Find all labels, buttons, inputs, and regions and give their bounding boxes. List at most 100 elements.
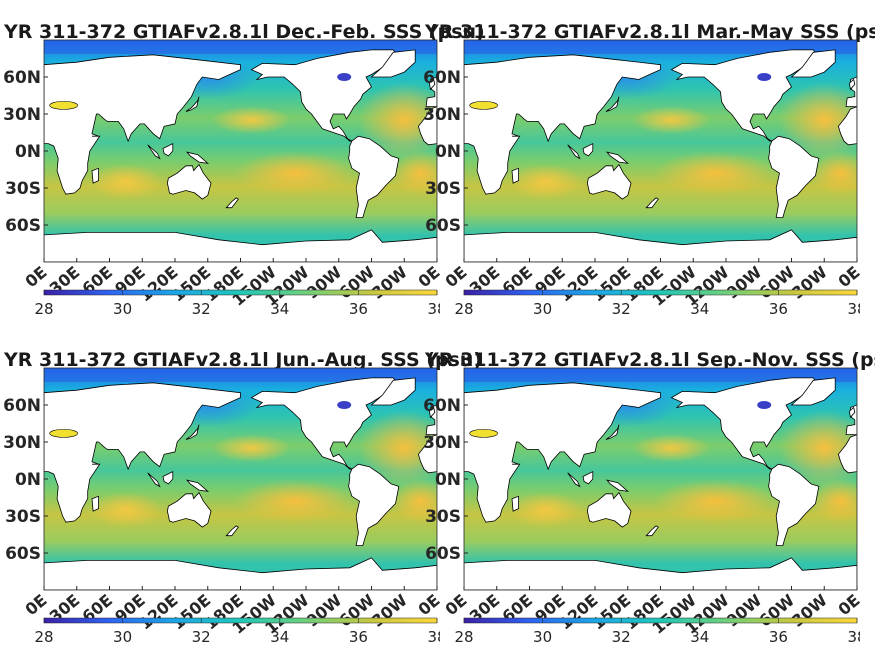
lat-tick-label: 30N [423, 105, 461, 125]
lat-tick-label: 60S [5, 544, 41, 564]
land-mass [768, 135, 820, 219]
land-mass [582, 470, 594, 485]
colorbar-tick-label: 34 [690, 300, 709, 318]
panel-title-mam: YR 311-372 GTIAFv2.8.1l Mar.-May SSS (ps… [425, 21, 875, 43]
map-panel-mam: 60N30N0N30S60S0E30E60E90E120E150E180E150… [423, 39, 860, 318]
land-mass [44, 229, 437, 262]
colorbar-tick-label: 36 [349, 628, 368, 646]
land-mass [225, 197, 239, 209]
panel-title-son: YR 311-372 GTIAFv2.8.1l Sep.-Nov. SSS (p… [425, 349, 875, 371]
land-mass [511, 167, 519, 184]
land-mass [162, 470, 174, 485]
land-mass [44, 382, 241, 523]
lat-tick-label: 0N [435, 142, 461, 162]
lat-tick-label: 0N [15, 142, 41, 162]
lon-tick-label: 90W [303, 262, 346, 302]
land-mass [645, 525, 659, 537]
land-mass [848, 406, 856, 419]
lon-tick-label: 30W [788, 262, 831, 302]
lon-tick-label: 60W [755, 262, 798, 302]
lon-tick-label: 60W [755, 590, 798, 630]
land-mass [605, 151, 630, 164]
land-mass [91, 167, 99, 184]
colorbar-tick-label: 36 [769, 628, 788, 646]
lon-tick-label: 0E [834, 263, 860, 292]
lat-tick-label: 30S [425, 179, 461, 199]
colorbar-tick-label: 34 [690, 628, 709, 646]
land-mass [166, 163, 212, 200]
lon-tick-label: 0E [441, 591, 470, 620]
colorbar-tick-label: 28 [454, 300, 473, 318]
colorbar [43, 289, 438, 296]
land-mass [348, 135, 400, 219]
land-mass [790, 377, 836, 406]
colorbar-tick-label: 28 [34, 300, 53, 318]
colorbar-tick-label: 34 [270, 300, 289, 318]
lat-tick-label: 30N [423, 433, 461, 453]
lat-tick-label: 60S [425, 544, 461, 564]
colorbar-tick-label: 30 [533, 628, 552, 646]
colorbar-tick-label: 32 [192, 628, 211, 646]
lat-tick-label: 30S [425, 507, 461, 527]
lon-tick-label: 90W [723, 262, 766, 302]
colorbar [43, 617, 438, 624]
land-mass [225, 525, 239, 537]
colorbar-tick-label: 36 [769, 300, 788, 318]
map-panel-son: 60N30N0N30S60S0E30E60E90E120E150E180E150… [423, 367, 860, 646]
lat-tick-label: 60N [423, 396, 461, 416]
lon-tick-label: 0E [21, 591, 50, 620]
land-mass [44, 557, 437, 590]
lon-tick-label: 30W [788, 590, 831, 630]
lon-tick-label: 0E [834, 591, 860, 620]
colorbar-tick-label: 28 [454, 628, 473, 646]
land-mass [370, 377, 416, 406]
land-mass [464, 54, 661, 195]
colorbar-tick-label: 30 [113, 300, 132, 318]
land-mass [837, 434, 857, 474]
lat-tick-label: 30S [5, 179, 41, 199]
lat-tick-label: 0N [15, 470, 41, 490]
land-mass [417, 106, 437, 146]
lon-tick-label: 60W [335, 262, 378, 302]
map-panel-djf: 60N30N0N30S60S0E30E60E90E120E150E180E150… [3, 39, 440, 318]
map-panel-jja: 60N30N0N30S60S0E30E60E90E120E150E180E150… [3, 367, 440, 646]
lon-tick-label: 0E [441, 263, 470, 292]
land-mass [185, 96, 200, 112]
colorbar-tick-label: 28 [34, 628, 53, 646]
land-mass [605, 424, 620, 440]
land-mass [464, 229, 857, 262]
lat-tick-label: 60S [5, 216, 41, 236]
land-mass [185, 151, 210, 164]
land-mass [567, 472, 581, 488]
land-mass [162, 142, 174, 157]
land-mass [147, 144, 161, 160]
lon-tick-label: 30W [368, 262, 411, 302]
lat-tick-label: 60N [423, 68, 461, 88]
lon-tick-label: 30W [368, 590, 411, 630]
land-mass [582, 142, 594, 157]
land-mass [464, 557, 857, 590]
colorbar [463, 617, 858, 624]
colorbar-tick-label: 32 [612, 628, 631, 646]
land-mass [768, 463, 820, 547]
land-mass [91, 495, 99, 512]
colorbar-tick-label: 38 [427, 628, 440, 646]
land-mass [837, 106, 857, 146]
lat-tick-label: 60N [3, 68, 41, 88]
lon-tick-label: 90W [723, 590, 766, 630]
land-mass [848, 78, 856, 91]
colorbar-tick-label: 38 [427, 300, 440, 318]
land-mass [645, 197, 659, 209]
land-mass [586, 491, 632, 528]
colorbar-tick-label: 34 [270, 628, 289, 646]
land-mass [370, 49, 416, 78]
land-mass [185, 479, 210, 492]
land-mass [586, 163, 632, 200]
land-mass [348, 463, 400, 547]
land-mass [44, 54, 241, 195]
colorbar-tick-label: 38 [847, 300, 860, 318]
land-mass [511, 495, 519, 512]
lat-tick-label: 60S [425, 216, 461, 236]
lon-tick-label: 0E [21, 263, 50, 292]
lat-tick-label: 30S [5, 507, 41, 527]
